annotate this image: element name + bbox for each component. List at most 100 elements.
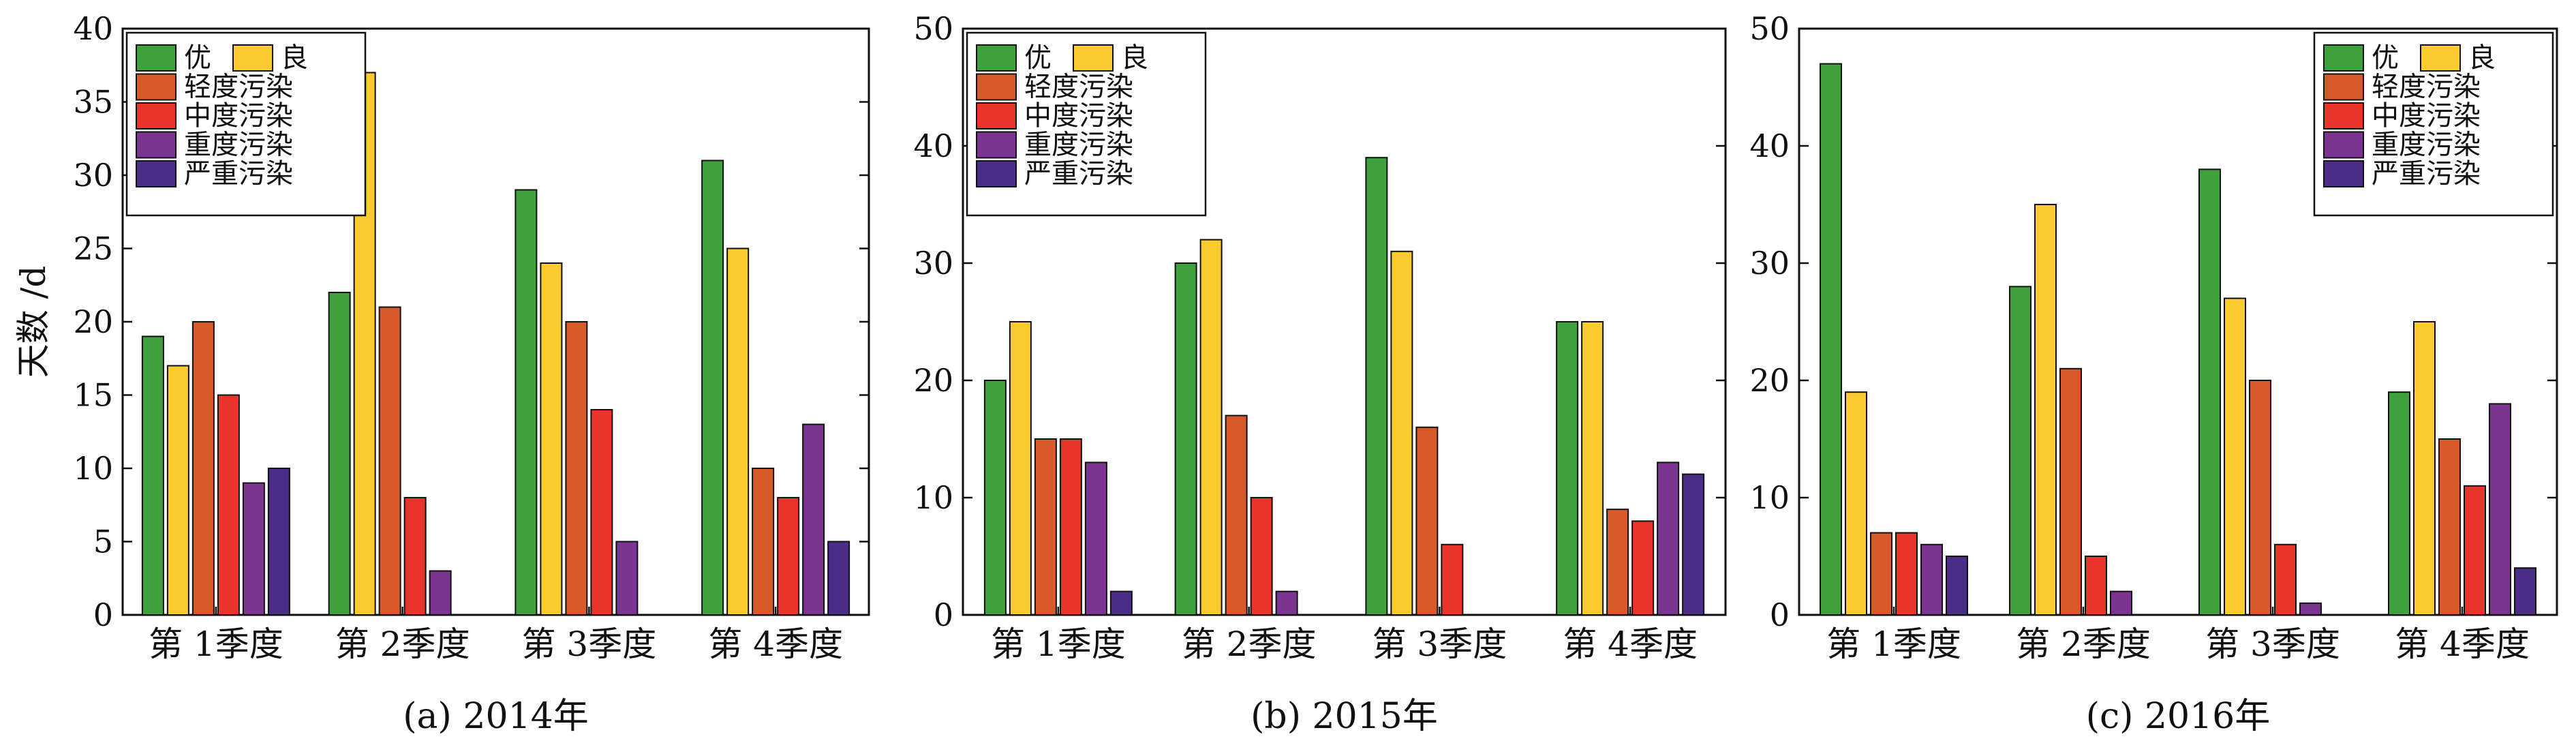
bar-1-4 [1895, 532, 1918, 616]
legend-label: 优 [1024, 42, 1052, 74]
y-tick-label: 35 [73, 84, 113, 121]
bar-3-1 [1365, 157, 1388, 616]
legend-swatch [976, 44, 1017, 72]
legend-swatch [2323, 131, 2364, 159]
bar-4-2 [1581, 321, 1604, 616]
x-category-label: 第 3季度 [2205, 624, 2340, 664]
legend-label: 重度污染 [1024, 130, 1133, 161]
x-category-label: 第 1季度 [991, 624, 1126, 664]
plot-frame [1798, 27, 2558, 616]
bar-3-3 [2249, 380, 2271, 616]
bar-4-4 [1631, 520, 1655, 616]
legend-label: 优 [184, 42, 211, 74]
legend-label: 轻度污染 [184, 72, 293, 103]
x-category-label: 第 2季度 [2016, 624, 2151, 664]
bar-3-3 [565, 321, 588, 616]
bar-2-4 [1250, 497, 1273, 616]
bar-3-5 [2299, 602, 2322, 616]
bar-2-1 [1174, 262, 1197, 616]
legend-label: 严重污染 [2372, 158, 2481, 190]
bar-2-3 [1225, 414, 1248, 616]
legend-label: 优 [2372, 42, 2399, 74]
y-axis-label: 天数 /d [14, 266, 53, 378]
bar-1-4 [217, 394, 240, 616]
y-tick-label: 0 [934, 596, 953, 633]
legend-swatch [136, 131, 177, 159]
y-tick-label: 25 [73, 230, 113, 267]
legend-label: 中度污染 [1024, 100, 1133, 132]
y-tick-label: 20 [1749, 362, 1790, 399]
bar-2-4 [2085, 556, 2107, 616]
bar-1-5 [242, 482, 265, 616]
legend-swatch [976, 102, 1017, 130]
legend-swatch [2323, 44, 2364, 72]
y-tick-label: 50 [913, 10, 953, 47]
legend-label: 良 [2468, 42, 2496, 74]
bar-4-3 [2438, 438, 2461, 616]
legend-label: 重度污染 [184, 130, 293, 161]
legend-label: 良 [281, 42, 308, 74]
bar-4-4 [777, 497, 800, 616]
bar-1-6 [267, 468, 290, 616]
chart-panel-2: 0 10 20 30 40 50 第 1季度 第 2季度 第 3季度 第 4季度 优 良轻度污染中度污… [913, 10, 1727, 737]
bar-1-3 [1034, 438, 1057, 616]
bar-3-2 [1390, 250, 1413, 616]
y-tick-label: 30 [913, 245, 953, 282]
legend-label: 良 [1121, 42, 1148, 74]
y-tick-label: 0 [1770, 596, 1790, 633]
legend-swatch [1073, 44, 1114, 72]
y-tick-label: 10 [913, 479, 953, 516]
x-category-label: 第 3季度 [522, 624, 657, 664]
y-tick-label: 30 [1749, 245, 1790, 282]
bar-3-5 [615, 541, 639, 616]
bar-3-4 [1441, 543, 1464, 616]
panel-caption: (a) 2014年 [403, 696, 588, 737]
legend-swatch [136, 102, 177, 130]
y-tick-label: 40 [73, 10, 113, 47]
legend-label: 重度污染 [2372, 130, 2481, 161]
bar-3-1 [515, 189, 538, 616]
bar-1-1 [141, 335, 164, 616]
bar-2-3 [2059, 367, 2082, 616]
y-tick-label: 15 [73, 377, 113, 414]
x-category-label: 第 2季度 [1182, 624, 1317, 664]
y-tick-label: 40 [913, 127, 953, 164]
bar-1-1 [1820, 63, 1842, 616]
legend-swatch [136, 160, 177, 187]
legend-label: 中度污染 [184, 100, 293, 132]
bar-4-6 [2514, 567, 2536, 616]
bar-4-5 [1657, 462, 1680, 616]
legend-swatch [232, 44, 273, 72]
bar-1-3 [191, 321, 215, 616]
y-tick-label: 40 [1749, 127, 1790, 164]
bar-4-2 [726, 247, 750, 616]
chart-panel-3: 0 10 20 30 40 50 第 1季度 第 2季度 第 3季度 第 4季度 优 良轻度污染中度污… [1749, 10, 2558, 737]
bar-3-1 [2198, 168, 2221, 616]
bar-4-3 [1606, 509, 1629, 616]
legend-swatch [976, 73, 1017, 101]
x-category-label: 第 4季度 [2395, 624, 2530, 664]
legend-label: 中度污染 [2372, 100, 2481, 132]
bar-1-2 [166, 365, 189, 616]
bar-4-5 [802, 423, 825, 616]
bar-3-2 [540, 262, 563, 616]
bar-4-5 [2489, 403, 2511, 616]
bar-4-1 [701, 160, 724, 616]
bar-1-2 [1845, 391, 1867, 616]
legend-label: 轻度污染 [1024, 72, 1133, 103]
y-tick-label: 20 [73, 303, 113, 340]
bar-2-2 [2034, 204, 2057, 616]
bar-3-4 [2274, 543, 2297, 616]
bar-2-5 [1275, 590, 1298, 616]
bar-2-4 [403, 497, 427, 616]
legend-swatch [136, 73, 177, 101]
y-tick-label: 10 [1749, 479, 1790, 516]
y-tick-label: 10 [73, 450, 113, 487]
legend-label: 轻度污染 [2372, 72, 2481, 103]
bar-4-3 [752, 468, 775, 616]
x-category-label: 第 4季度 [708, 624, 843, 664]
legend-label: 严重污染 [184, 158, 293, 190]
panel-caption: (b) 2015年 [1251, 696, 1438, 737]
